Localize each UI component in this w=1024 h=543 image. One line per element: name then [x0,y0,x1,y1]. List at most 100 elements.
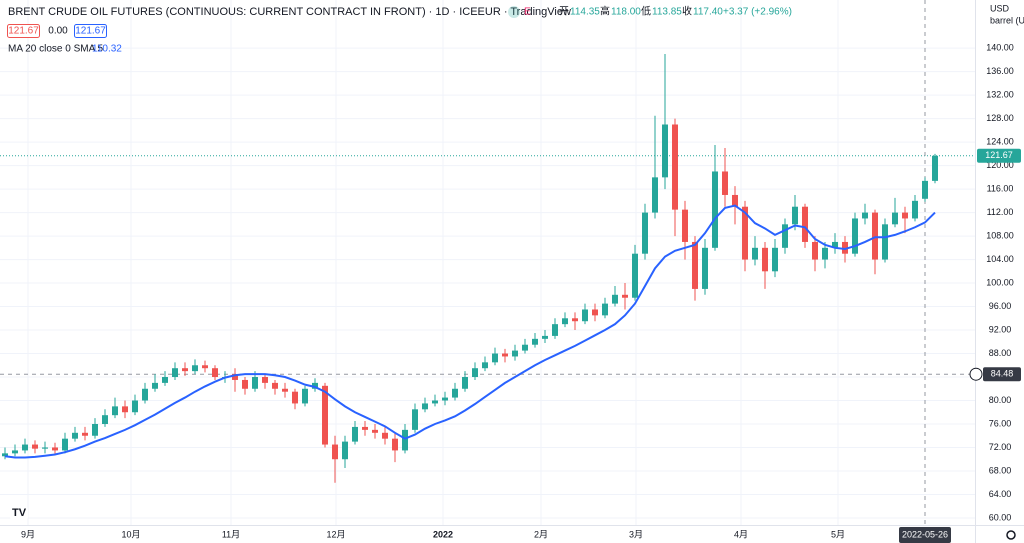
logo: TV [10,506,28,520]
crosshair-price-label: 84.48 [991,369,1014,379]
candle-body [332,444,338,460]
y-tick-label: 140.00 [986,43,1014,53]
x-tick-label: 10月 [121,529,140,539]
crosshair-date-badge [899,527,951,543]
ohlc-label: 高 [600,5,610,18]
crosshair-date-label: 2022-05-26 [902,529,948,539]
candle-body [842,241,848,254]
y-tick-label: 128.00 [986,113,1014,123]
candle-body [132,400,138,413]
candle-body [392,438,398,451]
candle-body [92,423,98,436]
y-tick-label: 64.00 [989,489,1012,499]
y-tick-label: 112.00 [987,207,1014,217]
y-tick-label: 92.00 [989,324,1012,334]
candle-body [862,212,868,219]
candle-body [272,382,278,389]
candle-body [902,212,908,219]
badge [7,24,40,38]
candle-body [2,453,8,457]
ohlc-value: 117.40 [693,7,723,18]
ohlc-label: 收 [682,5,692,18]
candle-body [812,241,818,260]
add-icon [969,367,983,381]
chart-title: BRENT CRUDE OIL FUTURES (CONTINUOUS: CUR… [8,6,571,18]
candle-body [722,171,728,195]
candle-body [772,247,778,272]
candle-body [472,368,478,378]
settings-icon[interactable] [1006,530,1016,540]
y-tick-label: 76.00 [989,418,1012,428]
candle-body [702,247,708,289]
candle-body [642,212,648,254]
candle-body [662,124,668,178]
candle-body [892,212,898,225]
candle-body [582,309,588,322]
candle-body [532,338,538,345]
y-tick-label: 108.00 [986,230,1014,240]
candle-body [742,206,748,260]
y-tick-label: 60.00 [989,512,1012,522]
candle-body [542,335,548,339]
candle-body [42,447,48,449]
candle-body [152,382,158,389]
candle-body [52,447,58,451]
candle-body [202,365,208,369]
x-tick-label: 3月 [629,529,643,539]
candle-body [192,365,198,372]
ohlc-legend: 开 114.35 高 118.00 低 113.85 收 117.40 +3.37 (+2.96… [559,5,792,18]
candle-body [782,224,788,248]
logo-text: TV [12,507,27,519]
candle-body [932,155,938,181]
candle-body [552,324,558,336]
candle-body [182,368,188,372]
plot [0,0,975,525]
candle-body [652,177,658,213]
candle-body [592,309,598,316]
candle-body [232,374,238,380]
candle-body [522,344,528,351]
y-unit: barrel (US [990,15,1024,25]
candle-body [252,377,258,389]
y-tick-label: 68.00 [989,465,1012,475]
y-tick-label: 80.00 [989,395,1012,405]
candle-body [322,385,328,445]
candle-body [732,194,738,207]
candle-body [692,241,698,289]
candle-body [162,377,168,383]
y-tick-label: 104.00 [986,254,1014,264]
y-tick-label: 120.00 [986,160,1014,170]
candle-body [762,247,768,272]
y-tick-label: 136.00 [986,66,1014,76]
x-tick-label: 2月 [534,529,548,539]
candle-body [462,377,468,389]
candle-body [622,294,628,298]
candle-body [832,241,838,248]
candle-body [342,441,348,460]
candle-body [452,388,458,398]
last-price-badge [977,148,1021,163]
badge-text: 121.67 [8,26,39,37]
x-tick-label: 12月 [326,529,345,539]
candle-body [432,400,438,404]
last-price-label: 121.67 [985,150,1013,160]
candle-body [282,388,288,392]
logo-bg [10,506,28,520]
y-tick-label: 132.00 [986,90,1014,100]
candle-body [672,124,678,210]
candle-body [852,218,858,254]
candle-body [612,294,618,304]
candle-body [822,247,828,260]
candle-body [922,180,928,199]
candle-body [382,432,388,439]
candle-body [442,397,448,401]
candle-body [82,432,88,436]
ma-legend: MA 20 close 0 SMA 5 [8,44,103,55]
candle-body [602,303,608,316]
ohlc-change: +3.37 (+2.96%) [723,7,792,18]
ohlc-value: 118.00 [611,7,641,18]
e-icon: E [524,7,531,18]
crosshair-price-badge [983,367,1021,382]
